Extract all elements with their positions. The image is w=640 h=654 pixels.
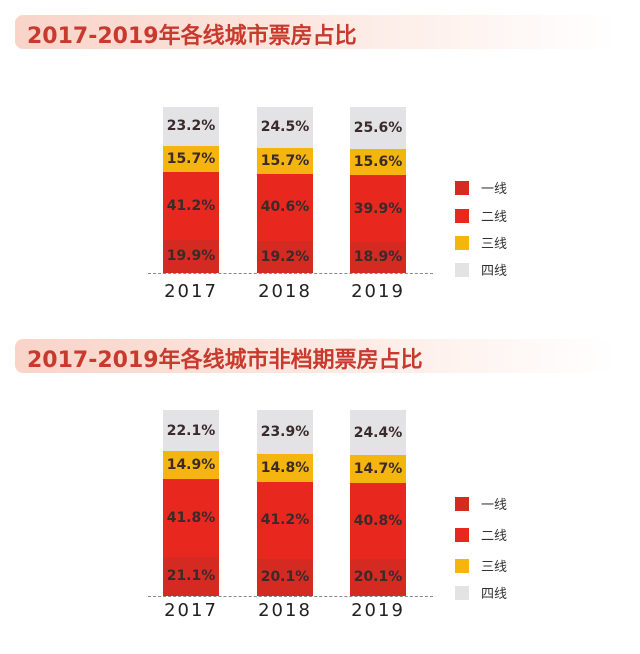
- bar-segment-2018-2: 40.6%: [257, 173, 313, 242]
- legend-item: 一线: [455, 178, 507, 197]
- bar-segment-2017-2: 41.8%: [163, 479, 219, 557]
- legend-label: 一线: [481, 182, 508, 197]
- x-tick-label: 2017: [164, 600, 218, 621]
- x-tick-label: 2019: [351, 281, 405, 302]
- legend-swatch: [455, 235, 469, 250]
- legend-swatch: [455, 496, 469, 511]
- legend-label: 二线: [481, 529, 508, 544]
- bar-segment-2017-3: 15.7%: [163, 145, 219, 172]
- bar-segment-2019-4: 24.4%: [350, 410, 406, 456]
- legend-item: 三线: [455, 556, 507, 575]
- legend-swatch: [455, 180, 469, 195]
- bar-segment-2017-1: 21.1%: [163, 556, 219, 596]
- legend-item: 四线: [455, 260, 507, 279]
- chart-2-title-banner: 2017-2019年各线城市非档期票房占比: [15, 339, 615, 373]
- bar-segment-2019-3: 14.7%: [350, 455, 406, 483]
- bar-segment-2018-3: 15.7%: [257, 147, 313, 174]
- chart-1-title-banner: 2017-2019年各线城市票房占比: [15, 15, 615, 49]
- legend-swatch: [455, 262, 469, 277]
- chart-2-title: 2017-2019年各线城市非档期票房占比: [27, 348, 423, 373]
- legend-swatch: [455, 558, 469, 573]
- x-tick-label: 2017: [164, 281, 218, 302]
- legend-item: 二线: [455, 206, 507, 225]
- legend-label: 四线: [481, 587, 508, 602]
- bar-segment-2019-1: 20.1%: [350, 558, 406, 596]
- bar-segment-2019-4: 25.6%: [350, 107, 406, 150]
- legend-item: 四线: [455, 583, 507, 602]
- legend-label: 四线: [481, 264, 508, 279]
- bar-segment-2017-4: 22.1%: [163, 410, 219, 452]
- bar-segment-2018-1: 19.2%: [257, 241, 313, 273]
- legend-label: 一线: [481, 498, 508, 513]
- baseline: [148, 596, 433, 597]
- bar-segment-2019-1: 18.9%: [350, 241, 406, 273]
- baseline: [148, 273, 433, 274]
- bar-segment-2017-1: 19.9%: [163, 239, 219, 273]
- bar-segment-2019-2: 39.9%: [350, 175, 406, 242]
- legend-label: 三线: [481, 560, 508, 575]
- bar-segment-2018-4: 24.5%: [257, 107, 313, 148]
- bar-segment-2017-2: 41.2%: [163, 171, 219, 240]
- x-tick-label: 2019: [351, 600, 405, 621]
- chart-1-title: 2017-2019年各线城市票房占比: [27, 24, 357, 49]
- legend-swatch: [455, 527, 469, 542]
- bar-segment-2017-3: 14.9%: [163, 451, 219, 479]
- legend-label: 三线: [481, 237, 508, 252]
- legend-item: 三线: [455, 233, 507, 252]
- legend-swatch: [455, 208, 469, 223]
- bar-segment-2017-4: 23.2%: [163, 107, 219, 146]
- bar-segment-2019-2: 40.8%: [350, 482, 406, 559]
- x-tick-label: 2018: [258, 600, 312, 621]
- legend-swatch: [455, 585, 469, 600]
- legend-item: 一线: [455, 494, 507, 513]
- bar-segment-2018-4: 23.9%: [257, 410, 313, 455]
- bar-segment-2019-3: 15.6%: [350, 149, 406, 176]
- x-tick-label: 2018: [258, 281, 312, 302]
- legend-label: 二线: [481, 210, 508, 225]
- bar-segment-2018-2: 41.2%: [257, 481, 313, 559]
- legend-item: 二线: [455, 525, 507, 544]
- bar-segment-2018-1: 20.1%: [257, 558, 313, 596]
- bar-segment-2018-3: 14.8%: [257, 454, 313, 482]
